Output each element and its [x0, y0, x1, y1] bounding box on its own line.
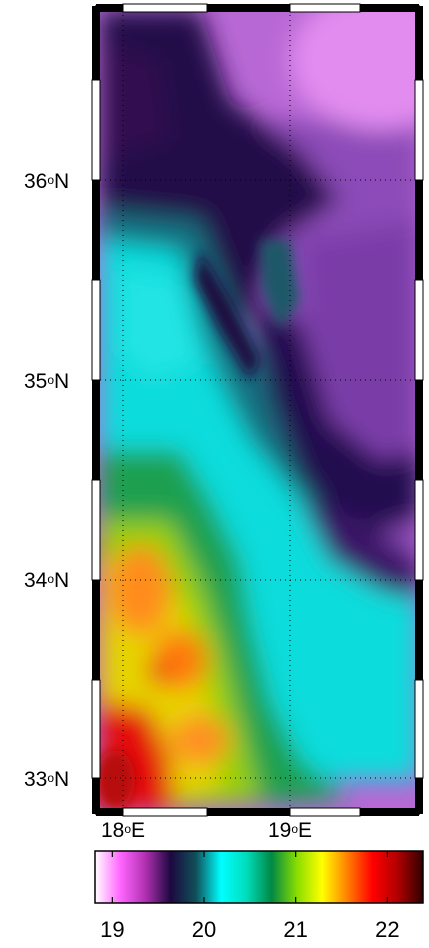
lon-label-18e: 18oE: [101, 819, 146, 842]
graticule-grid: [100, 10, 415, 810]
lat-label-35n: 35oN: [24, 370, 70, 393]
colorbar-tick-label-21: 21: [283, 917, 308, 942]
colorbar-tick-label-20: 20: [191, 917, 217, 942]
lat-label-34n: 34oN: [24, 569, 70, 592]
lon-label-19e: 19oE: [268, 819, 313, 842]
colorbar-ticks: [111, 851, 388, 903]
map-frame: [91, 3, 424, 817]
sea-surface-temperature-field: [100, 10, 415, 810]
map-border: [91, 3, 424, 817]
colorbar-tick-label-22: 22: [375, 917, 400, 942]
colorbar-tick-label-19: 19: [100, 917, 125, 942]
colorbar-gradient: [94, 850, 424, 904]
lat-label-36n: 36oN: [24, 170, 70, 193]
lat-label-33n: 33oN: [24, 768, 70, 791]
colorbar: [94, 850, 424, 904]
